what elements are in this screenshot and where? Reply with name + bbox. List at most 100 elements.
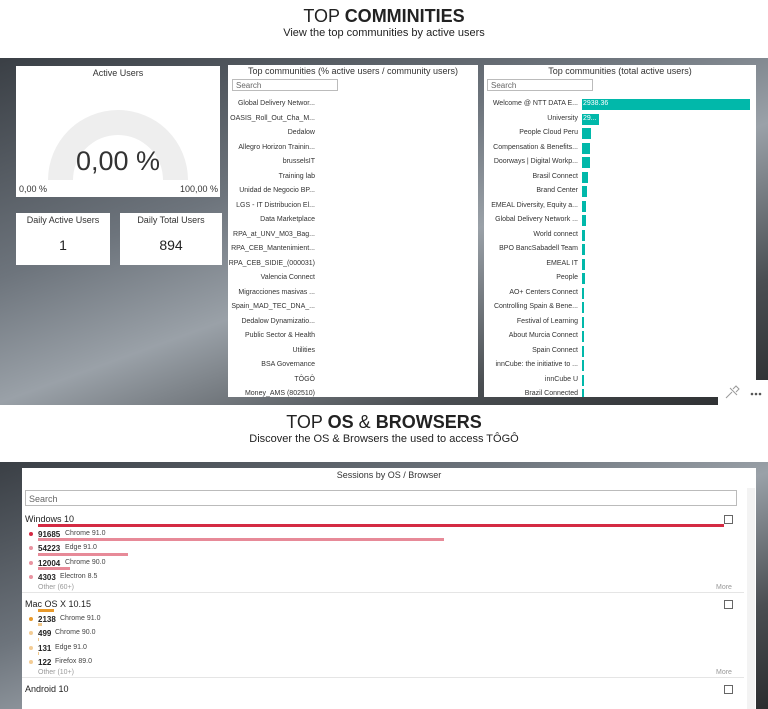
list-item: Global Delivery Network ...: [495, 216, 578, 223]
list-item: Data Marketplace: [260, 216, 315, 223]
panel-title: Sessions by OS / Browser: [336, 470, 442, 480]
bar: [38, 609, 54, 612]
list-item: About Murcia Connect: [508, 332, 578, 339]
row-name: Chrome 91.0: [60, 615, 101, 622]
bar: [582, 128, 591, 139]
subtitle: View the top communities by active users: [283, 27, 485, 39]
gauge-max: 100,00 %: [179, 184, 218, 194]
bar: [582, 200, 586, 212]
list-item: Spain Connect: [532, 346, 578, 354]
search-box[interactable]: Search: [25, 490, 737, 506]
gauge-card: Active Users 0,00 % 0,00 % 100,00 %: [16, 66, 220, 197]
list-item: University: [547, 114, 578, 122]
more-link[interactable]: More: [716, 669, 732, 676]
pct-list-panel: Top communities (% active users / commun…: [228, 65, 478, 397]
bar: [38, 651, 39, 655]
other: Other (10+): [38, 669, 74, 676]
search-box[interactable]: Search: [232, 79, 338, 91]
list-item: World connect: [533, 230, 578, 238]
checkbox[interactable]: [724, 600, 733, 609]
list-item: LGS - IT Distribucion El...: [236, 201, 315, 209]
row-value: 131: [38, 643, 52, 653]
list-item: TÔGÔ: [294, 375, 315, 383]
checkbox[interactable]: [724, 685, 733, 694]
list-item: Spain_MAD_TEC_DNA_...: [231, 303, 315, 310]
dot: [29, 560, 33, 565]
dot: [29, 617, 33, 621]
scrollbar[interactable]: [747, 488, 755, 709]
search-box[interactable]: Search: [487, 79, 593, 91]
list-item: innCube U: [544, 375, 578, 383]
subtitle: Discover the OS & Browsers the used to a…: [249, 433, 519, 445]
bar: [582, 374, 584, 386]
list-item: Brazil Connected: [524, 390, 578, 397]
list-item: innCube: the initiative to ...: [495, 361, 579, 368]
panel-title: Top communities (% active users / commun…: [247, 66, 459, 76]
bar: [582, 142, 590, 154]
list-item: Controlling Spain & Bene...: [493, 303, 578, 310]
row-value: 91685: [38, 530, 61, 539]
dot: [29, 532, 33, 536]
title-light: TOP: [286, 412, 323, 432]
list-item: Doorways | Digital Workp...: [493, 158, 578, 165]
bar-label: 29...: [583, 114, 597, 122]
list-item: Dedalow: [287, 129, 315, 136]
more-link[interactable]: More: [716, 584, 732, 591]
bar: [582, 331, 584, 342]
list-item: Dedalow Dynamizatio...: [241, 317, 315, 325]
pin-icon[interactable]: [725, 385, 740, 399]
bar: [582, 157, 590, 168]
row-name: Edge 91.0: [65, 544, 97, 552]
list-item: Utilities: [292, 346, 315, 354]
group-name: Android 10: [25, 684, 69, 694]
list-item: Brand Center: [536, 187, 578, 194]
bar: [582, 215, 586, 226]
bar: [582, 171, 588, 183]
bar-label: 2938.36: [583, 100, 609, 107]
bar: [38, 637, 39, 641]
more-icon[interactable]: [750, 392, 754, 396]
checkbox[interactable]: [724, 515, 733, 524]
communities-header: TOP COMMINITIES View the top communities…: [0, 6, 768, 39]
bar: [38, 623, 42, 627]
bar: [582, 258, 585, 270]
gauge-min: 0,00 %: [19, 184, 48, 194]
list-item: RPA_at_UNV_M03_Bag...: [233, 230, 315, 238]
list-item: Allegro Horizon Trainin...: [238, 143, 315, 151]
card-title: Active Users: [92, 68, 144, 78]
kpi-value: 894: [159, 237, 183, 253]
more-icon: [754, 392, 758, 396]
bar: [582, 345, 584, 357]
gauge: [48, 110, 188, 180]
dot: [29, 631, 33, 636]
bar: [582, 302, 584, 313]
row-value: 12004: [38, 558, 61, 568]
bar: [582, 287, 584, 299]
row-name: Electron 8.5: [60, 572, 98, 580]
bar: [582, 186, 587, 197]
bar: 2938.36: [582, 99, 750, 110]
list-item: AO+ Centers Connect: [509, 288, 578, 296]
list-item: EMEAL Diversity, Equity a...: [491, 201, 578, 209]
list-item: BSA Governance: [261, 361, 315, 368]
bar: [38, 552, 128, 556]
dot: [29, 645, 33, 650]
list-item: People Cloud Peru: [519, 129, 578, 136]
visual-actions: [718, 380, 768, 405]
dot: [29, 574, 33, 579]
row-name: Chrome 90.0: [65, 558, 106, 566]
panel-title: Top communities (total active users): [548, 66, 692, 76]
sessions-panel: Sessions by OS / Browser Search Windows …: [22, 468, 756, 709]
other: Other (60+): [38, 584, 74, 591]
card-title: Daily Active Users: [26, 215, 100, 225]
row-value: 4303: [38, 572, 56, 582]
list-item: Compensation & Benefits...: [493, 143, 578, 151]
row-value: 2138: [38, 615, 56, 624]
list-item: OASIS_Roll_Out_Cha_M...: [230, 114, 315, 122]
bar: [582, 389, 584, 397]
kpi-card: Daily Active Users 1: [16, 213, 110, 265]
bar: [582, 244, 585, 255]
title-bold: OS: [327, 412, 354, 432]
